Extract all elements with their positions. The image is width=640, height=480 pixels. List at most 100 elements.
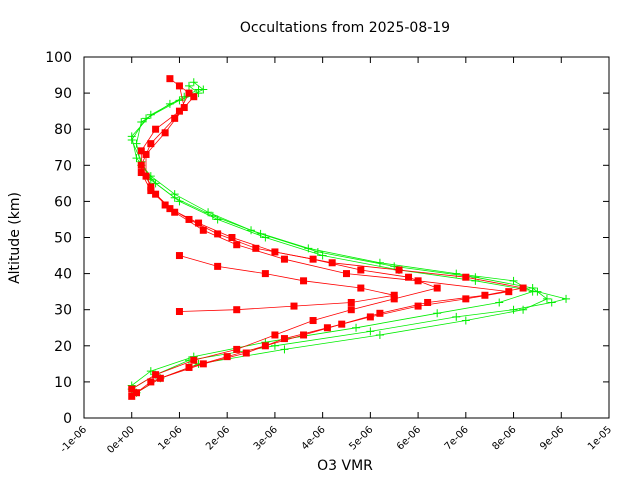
series-1-point: [252, 244, 260, 252]
series-1-point: [171, 114, 179, 122]
series-0-profile-1-line: [131, 81, 548, 394]
series-1-point: [271, 331, 279, 339]
series-1-point: [195, 219, 203, 227]
series-0-point: [562, 294, 571, 303]
y-tick-label: 30: [54, 303, 72, 319]
series-1-point: [462, 273, 470, 281]
x-axis-label: O3 VMR: [317, 458, 373, 474]
x-tick-label: 8e-06: [490, 424, 518, 452]
series-1-point: [347, 298, 355, 306]
series-0-point: [495, 298, 504, 307]
series-1-point: [300, 277, 308, 285]
series-1-point: [152, 371, 160, 379]
series-0-point: [433, 309, 442, 318]
series-1-point: [137, 161, 145, 169]
series-1-point: [519, 284, 527, 292]
series-1-point: [190, 93, 198, 101]
series-0-point: [366, 327, 375, 336]
chart-title: Occultations from 2025-08-19: [240, 20, 450, 36]
x-tick-label: -1e-06: [58, 424, 89, 455]
series-1-point: [147, 140, 155, 148]
series-1-point: [199, 360, 207, 368]
series-1-point: [199, 226, 207, 234]
series-1-point: [309, 255, 317, 263]
y-tick-label: 40: [54, 267, 72, 283]
series-1-point: [366, 313, 374, 321]
series-0-point: [304, 244, 313, 253]
y-tick-label: 0: [63, 411, 72, 427]
series-0-point: [375, 330, 384, 339]
series-0-point: [194, 85, 203, 94]
series-1-point: [128, 392, 136, 400]
y-tick-label: 50: [54, 231, 72, 247]
series-1-point: [190, 356, 198, 364]
series-0-point: [471, 273, 480, 282]
y-tick-label: 100: [45, 50, 72, 66]
y-tick-label: 60: [54, 194, 72, 210]
series-1-point: [280, 255, 288, 263]
series-1-point: [147, 183, 155, 191]
series-1-point: [185, 89, 193, 97]
series-1-point: [405, 273, 413, 281]
series-0-point: [390, 262, 399, 271]
series-0-point: [213, 215, 222, 224]
series-0-point: [280, 345, 289, 354]
series-0-point: [146, 110, 155, 119]
series-0-point: [142, 114, 151, 123]
x-tick-label: 5e-06: [347, 424, 375, 452]
y-tick-label: 10: [54, 375, 72, 391]
series-1-point: [166, 75, 174, 83]
series-1-point: [137, 169, 145, 177]
plot-area: [84, 57, 609, 418]
series-1-point: [390, 291, 398, 299]
series-0-point: [132, 154, 141, 163]
series-1-point: [261, 270, 269, 278]
series-1-point: [357, 266, 365, 274]
series-1-point: [223, 353, 231, 361]
series-0-point: [528, 287, 537, 296]
y-tick-label: 20: [54, 339, 72, 355]
series-1-point: [462, 295, 470, 303]
series-0-point: [542, 294, 551, 303]
series-1-point: [233, 306, 241, 314]
series-0-point: [247, 226, 256, 235]
series-0-point: [146, 367, 155, 376]
series-1-point: [233, 345, 241, 353]
series-0-point: [352, 323, 361, 332]
series-1-point: [357, 284, 365, 292]
series-0-point: [189, 78, 198, 87]
series-0-point: [509, 276, 518, 285]
series-1-point: [347, 306, 355, 314]
series-1-point: [290, 302, 298, 310]
series-1-point: [424, 298, 432, 306]
series-1-point: [147, 187, 155, 195]
series-1-point: [390, 295, 398, 303]
series-1-point: [395, 266, 403, 274]
x-tick-label: 6e-06: [395, 424, 423, 452]
series-1-point: [242, 349, 250, 357]
x-tick-label: 2e-06: [204, 424, 232, 452]
x-tick-label: 1e-05: [586, 424, 614, 452]
series-0-point: [185, 81, 193, 90]
series-0-point: [461, 316, 470, 325]
plot-background: [84, 57, 609, 418]
series-1-point: [161, 129, 169, 137]
series-0-point: [519, 305, 528, 314]
series-1-point: [233, 241, 241, 249]
series-1-point: [323, 324, 331, 332]
series-1-point: [280, 335, 288, 343]
series-1-point: [161, 201, 169, 209]
series-1-point: [185, 363, 193, 371]
series-1-point: [147, 378, 155, 386]
series-1-point: [152, 125, 160, 133]
series-1-point: [175, 252, 183, 260]
x-tick-label: 1e-06: [156, 424, 184, 452]
series-1-point: [156, 374, 164, 382]
series-0-point: [208, 211, 217, 220]
series-0-point: [452, 312, 461, 321]
x-tick-label: 0e+00: [105, 424, 137, 456]
series-1-point: [214, 262, 222, 270]
series-1-point: [228, 234, 236, 241]
series-0-point: [127, 132, 136, 141]
